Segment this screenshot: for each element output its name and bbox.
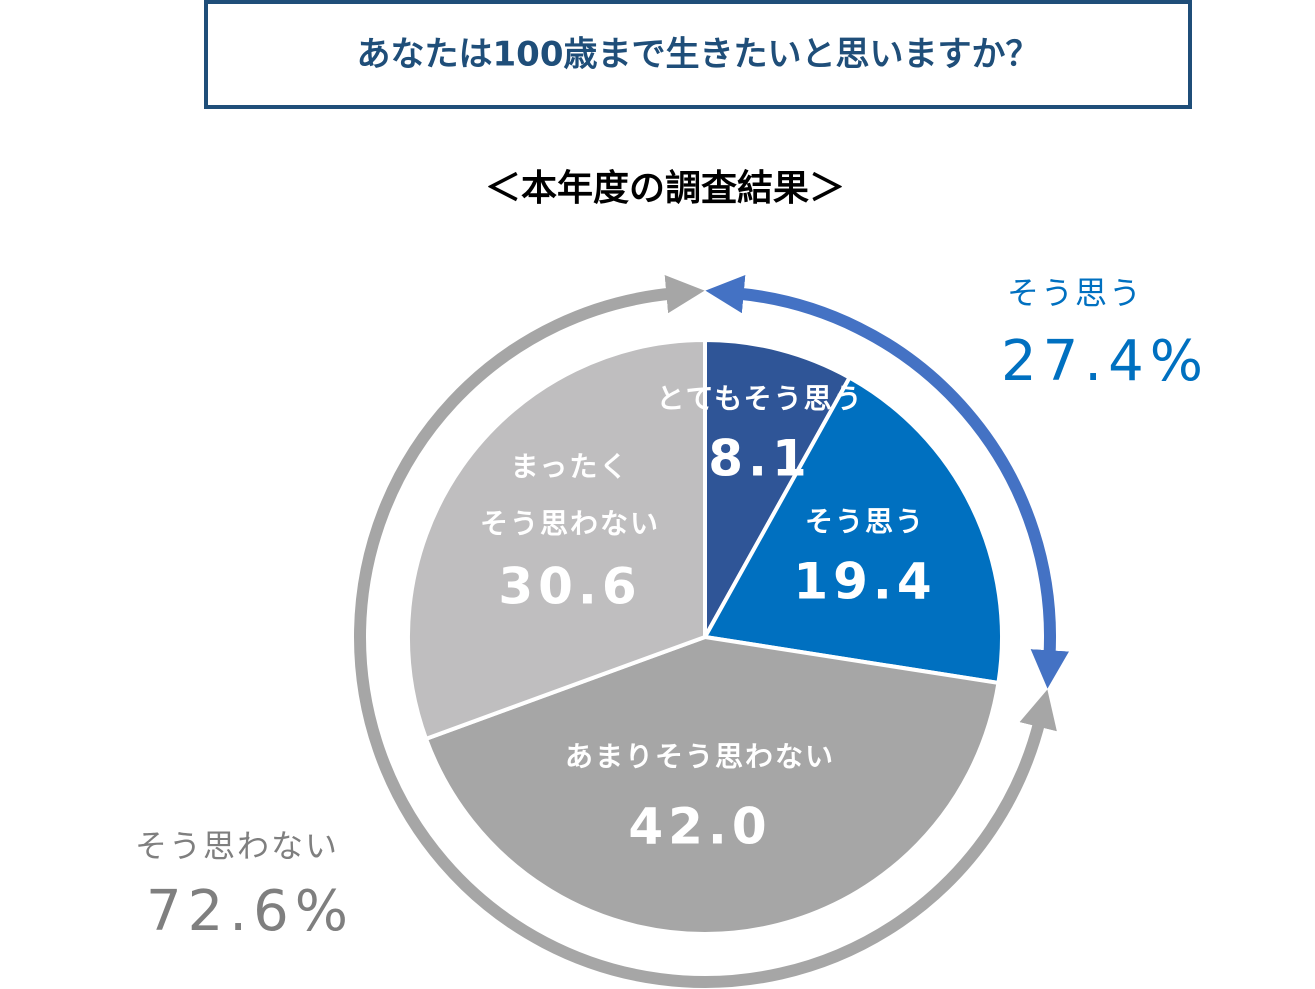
chart-title: あなたは100歳まで生きたいと思いますか？ (357, 35, 1040, 75)
slice-label: そう思わない (480, 507, 660, 540)
group-value: 72.6% (146, 879, 354, 944)
slice-value: 42.0 (628, 798, 771, 856)
slice-value: 8.1 (708, 430, 812, 488)
group-arrow (354, 274, 1057, 988)
slice-label: まったく (511, 450, 630, 483)
group-label: そう思う (1007, 274, 1143, 312)
slice-label: とてもそう思う (656, 382, 863, 415)
slice-value: 30.6 (498, 558, 641, 616)
group-value: 27.4% (1001, 329, 1209, 394)
slice-label: あまりそう思わない (565, 740, 835, 773)
slice-value: 19.4 (793, 553, 936, 611)
group-label: そう思わない (135, 827, 339, 865)
slice-label: そう思う (805, 505, 925, 538)
pie-slice (406, 337, 707, 742)
chart-subtitle: ＜本年度の調査結果＞ (485, 168, 845, 209)
title-box (204, 0, 1192, 109)
